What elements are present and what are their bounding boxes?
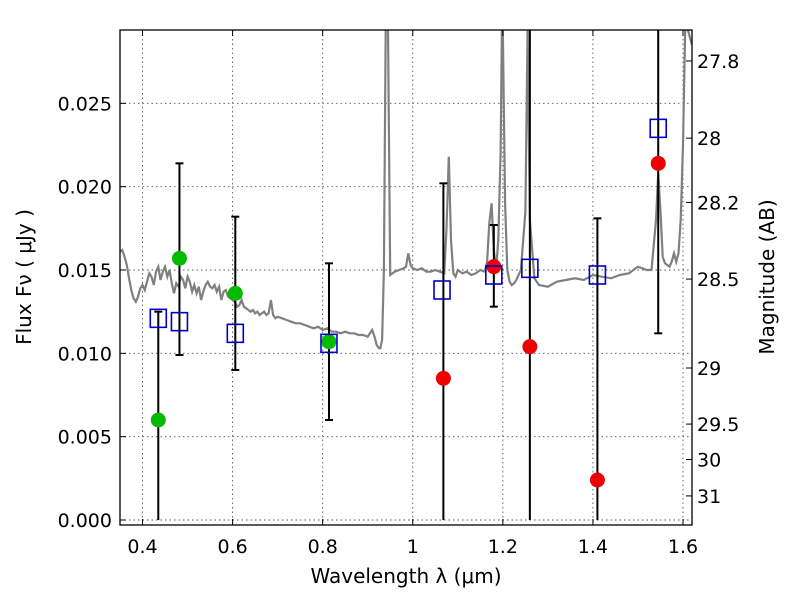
right-tick-label: 28.5	[697, 269, 739, 291]
x-tick-label: 0.4	[127, 536, 157, 558]
detection-point	[227, 285, 243, 301]
plot-frame	[119, 29, 693, 526]
detection-point	[150, 412, 166, 428]
model-flux-square	[433, 280, 451, 300]
x-tick-label: 1.6	[668, 536, 698, 558]
nondetection-point	[435, 370, 451, 386]
right-tick-label: 29.5	[697, 414, 739, 436]
model-flux-square	[170, 311, 189, 332]
y-tick-label: 0.005	[58, 427, 112, 449]
model-flux-square	[588, 265, 607, 285]
x-tick-label: 1.4	[578, 536, 608, 558]
ticks-layer: 0.4 0.6 0.8 1 1.2 1.4 1.6 0.000 0.005 0.010 0.015 0…	[58, 30, 739, 558]
x-tick-label: 0.6	[217, 536, 247, 558]
plot-layer	[120, 30, 692, 520]
model-flux-square	[320, 333, 338, 354]
model-flux-square	[149, 308, 168, 329]
right-tick-label: 27.8	[697, 51, 739, 73]
nondetection-point	[589, 472, 605, 488]
right-tick-label: 30	[697, 449, 721, 471]
right-tick-label: 28	[697, 128, 721, 150]
y-tick-label: 0.010	[58, 343, 112, 365]
y-axis-title: Flux Fν ( μJy )	[12, 209, 36, 345]
y-tick-label: 0.000	[58, 510, 112, 532]
right-tick-label: 29	[697, 358, 721, 380]
grid-layer	[120, 30, 692, 525]
spectrum-line	[120, 30, 692, 350]
nondetection-point	[650, 155, 666, 171]
detection-point	[321, 334, 337, 350]
y-tick-label: 0.015	[58, 260, 112, 282]
model-flux-square	[649, 118, 668, 139]
right-tick-label: 28.2	[697, 192, 739, 214]
x-axis-title: Wavelength λ (μm)	[310, 564, 501, 588]
x-tick-label: 0.8	[308, 536, 338, 558]
detection-point	[171, 250, 187, 266]
model-flux-square	[485, 265, 503, 285]
y-tick-label: 0.020	[58, 177, 112, 199]
model-flux-square	[521, 258, 539, 279]
right-tick-label: 31	[697, 486, 721, 508]
x-tick-label: 1.2	[488, 536, 518, 558]
model-flux-square	[226, 323, 245, 344]
x-tick-label: 1	[407, 536, 419, 558]
nondetection-point	[522, 339, 538, 355]
right-axis-title: Magnitude (AB)	[755, 199, 779, 354]
y-tick-label: 0.025	[58, 93, 112, 115]
